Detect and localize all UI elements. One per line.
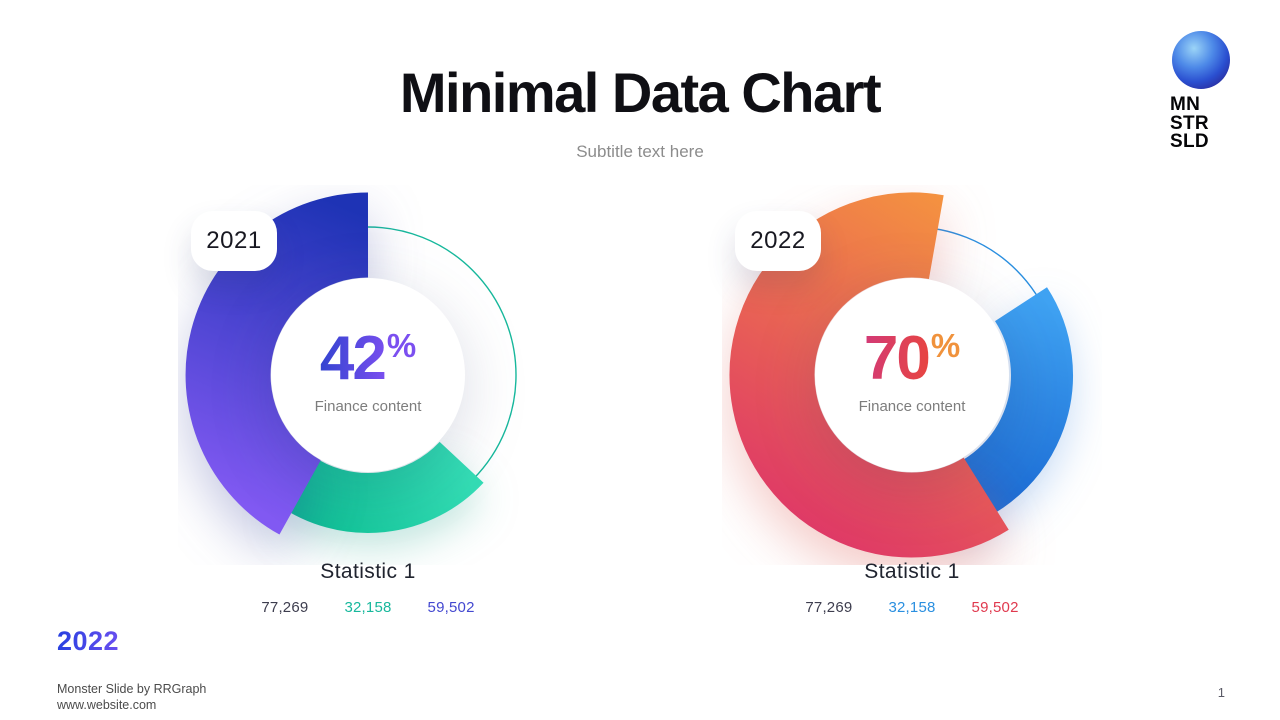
subtitle: Subtitle text here: [576, 142, 704, 161]
donut-center-text: 70% Finance content: [722, 324, 1102, 416]
footer-credit: Monster Slide by RRGraph: [57, 682, 207, 696]
segment-secondary: [277, 441, 484, 533]
brand-logo: MN STR SLD: [1170, 31, 1232, 152]
stat-value: 59,502: [971, 599, 1019, 616]
stat-value: 32,158: [888, 599, 936, 616]
logo-line-1: MN: [1170, 94, 1201, 115]
stat-value: 59,502: [427, 599, 475, 616]
segment-primary: [185, 192, 370, 535]
donut-chart-2021: 2021 42% Finance content: [178, 185, 558, 565]
year-badge: 2022: [735, 211, 821, 271]
page-title: Minimal Data Chart: [399, 61, 882, 124]
year-badge: 2021: [191, 211, 277, 271]
stat-value: 32,158: [344, 599, 392, 616]
percent-value: 70: [863, 324, 931, 394]
center-label: Finance content: [314, 398, 422, 416]
stat-values-2022: 77,269 32,158 59,502: [722, 599, 1102, 616]
page-number: 1: [1217, 685, 1225, 700]
donut-svg-2021: [185, 192, 517, 535]
logo-line-3: SLD: [1170, 131, 1209, 152]
stat-label-2021: Statistic 1: [320, 560, 416, 583]
stat-label-2022: Statistic 1: [864, 560, 960, 583]
logo-wordmark: MN STR SLD: [1170, 94, 1232, 152]
footer-year: 2022: [57, 626, 120, 656]
segment-primary: [729, 192, 1009, 558]
center-label: Finance content: [858, 398, 966, 416]
percent-sign: %: [386, 327, 417, 365]
stat-value: 77,269: [805, 599, 853, 616]
donut-center-circle: [815, 278, 1009, 472]
percent-value: 42: [319, 324, 387, 394]
footer-website: www.website.com: [57, 698, 157, 712]
donut-center-circle: [271, 278, 465, 472]
stat-values-2021: 77,269 32,158 59,502: [178, 599, 558, 616]
donut-chart-2022: 2022 70% Finance content: [722, 185, 1102, 565]
sphere-logo-icon: [1172, 31, 1230, 89]
donut-svg-2022: [729, 192, 1073, 558]
logo-line-2: STR: [1170, 112, 1209, 134]
donut-center-text: 42% Finance content: [178, 324, 558, 416]
stat-value: 77,269: [261, 599, 309, 616]
percent-sign: %: [930, 327, 961, 365]
